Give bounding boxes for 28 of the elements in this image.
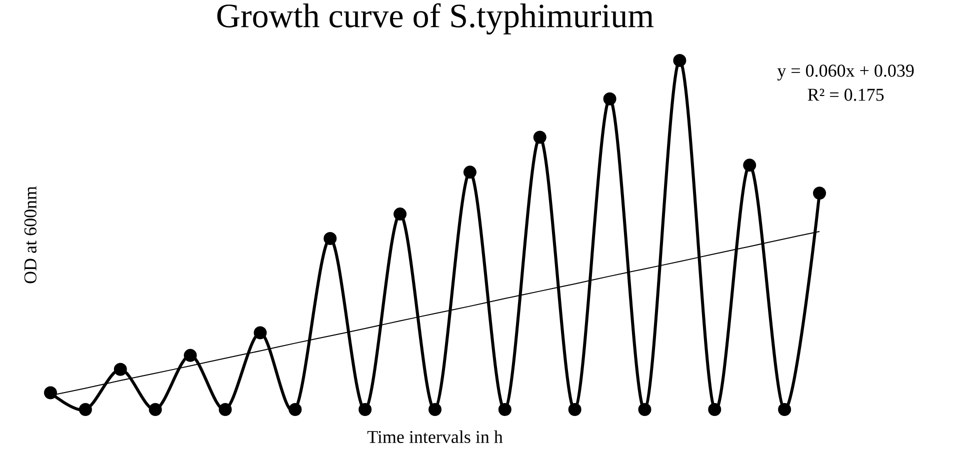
point: [568, 403, 582, 416]
point: [778, 403, 792, 416]
point: [254, 326, 267, 340]
point: [743, 158, 756, 172]
point: [78, 403, 92, 416]
annotation: y = 0.060x + 0.039: [777, 64, 914, 80]
x-axis-title: Time intervals in h: [367, 430, 503, 444]
point: [603, 92, 616, 106]
point: [218, 403, 232, 416]
point: [813, 186, 826, 200]
point: [498, 403, 512, 416]
point: [324, 232, 337, 245]
point: [394, 208, 407, 221]
point: [638, 403, 652, 416]
point: [533, 130, 546, 144]
y-axis-title: OD at 600nm: [24, 186, 36, 284]
point: [708, 403, 722, 416]
point: [44, 386, 57, 400]
chart-title: Growth curve of S.typhimurium: [217, 3, 654, 34]
point: [358, 403, 372, 416]
point: [463, 166, 476, 179]
point: [673, 54, 686, 67]
point: [288, 403, 302, 416]
point: [148, 403, 162, 416]
point: [184, 348, 197, 362]
point: [114, 362, 127, 376]
point: [428, 403, 442, 416]
annotation: R² = 0.175: [808, 88, 884, 101]
